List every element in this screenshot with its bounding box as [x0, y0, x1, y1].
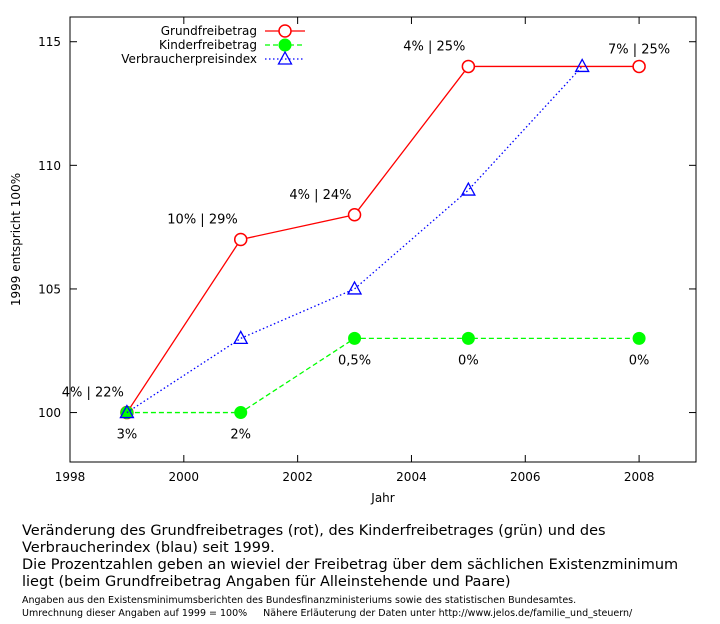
data-point: [346, 280, 363, 295]
y-tick-label: 105: [38, 282, 61, 296]
legend-marker: [278, 38, 292, 52]
data-point: [632, 59, 646, 74]
data-point: [347, 208, 362, 222]
x-tick-label: 2006: [510, 470, 541, 484]
caption-line-1: Veränderung des Grundfreibetrages (rot),…: [22, 523, 606, 539]
data-point: [574, 58, 590, 73]
data-point: [461, 331, 475, 345]
data-label: 3%: [117, 428, 138, 443]
series-grundfreibetrag: [120, 59, 646, 420]
series-layer: [119, 58, 646, 420]
caption-line-3: Die Prozentzahlen geben an wieviel der F…: [22, 557, 679, 573]
x-tick-label: 2008: [624, 470, 655, 484]
axes: 1998 2000 2002 2004 2006 2008 100 105 110 115 Jahr…: [9, 16, 697, 505]
data-label: 0%: [458, 353, 479, 368]
caption-line-4: liegt (beim Grundfreibetrag Angaben für …: [22, 574, 511, 590]
details-note: Nähere Erläuterung der Daten unter http:…: [263, 608, 633, 619]
conversion-note: Umrechnung dieser Angaben auf 1999 = 100…: [22, 608, 248, 619]
series-verbraucherpreisindex: [119, 58, 590, 419]
y-tick-label: 110: [38, 159, 61, 173]
plot-frame: [69, 16, 697, 463]
data-point: [234, 406, 248, 420]
legend-marker: [278, 24, 292, 38]
conversion-and-details-note: Umrechnung dieser Angaben auf 1999 = 100…: [22, 607, 702, 620]
data-point: [348, 331, 362, 345]
data-point: [460, 181, 476, 196]
data-point: [233, 330, 249, 345]
data-label: 10% | 29%: [167, 213, 237, 228]
data-point: [632, 331, 646, 345]
x-tick-label: 1998: [55, 470, 86, 484]
y-axis-label: 1999 entspricht 100%: [9, 173, 23, 306]
line-chart: 1998 2000 2002 2004 2006 2008 100 105 110 115 Jahr…: [9, 16, 697, 505]
x-tick-label: 2002: [282, 470, 313, 484]
data-label: 4% | 24%: [289, 188, 351, 203]
annotations: 4% | 22% 3% 10% | 29% 2% 4% | 24% 0,5% 4% | 25…: [62, 39, 670, 442]
x-axis-label: Jahr: [370, 491, 394, 505]
data-label: 4% | 22%: [62, 386, 124, 401]
series-kinderfreibetrag: [120, 331, 646, 420]
x-tick-label: 2000: [169, 470, 200, 484]
series-line-kinderfreibetrag: [126, 337, 640, 414]
data-label: 2%: [230, 428, 251, 443]
figure-caption: Veränderung des Grundfreibetrages (rot),…: [22, 523, 702, 620]
data-point: [233, 232, 248, 247]
legend: GrundfreibetragKinderfreibetragVerbrauch…: [121, 24, 305, 66]
data-label: 0,5%: [338, 353, 371, 368]
data-label: 0%: [629, 353, 650, 368]
data-label: 4% | 25%: [403, 39, 465, 54]
legend-label: Grundfreibetrag: [161, 24, 257, 38]
legend-label: Kinderfreibetrag: [159, 38, 257, 52]
data-label: 7% | 25%: [608, 42, 670, 57]
y-tick-label: 115: [38, 35, 61, 49]
series-line-grundfreibetrag: [126, 65, 640, 413]
x-tick-label: 2004: [396, 470, 427, 484]
legend-marker: [277, 50, 293, 65]
caption-line-2: Verbraucherindex (blau) seit 1999.: [22, 540, 275, 556]
y-tick-label: 100: [38, 406, 61, 420]
data-point: [119, 404, 135, 419]
legend-label: Verbraucherpreisindex: [121, 52, 257, 66]
source-note: Angaben aus den Existensminimumsberichte…: [22, 595, 577, 606]
data-point: [461, 59, 476, 74]
